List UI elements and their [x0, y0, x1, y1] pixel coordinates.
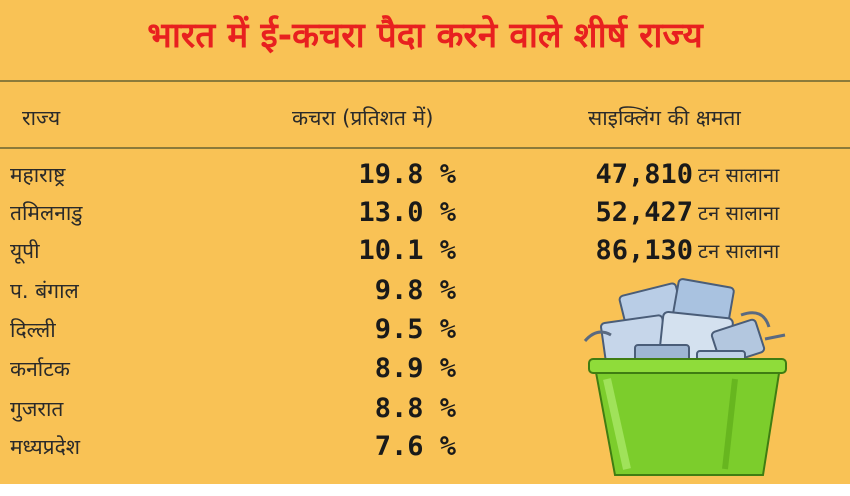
table-row: महाराष्ट्र 19.8 % 47,810 टन सालाना — [0, 156, 850, 194]
table-row: दिल्ली 9.5 % — [0, 311, 850, 349]
state-name: प. बंगाल — [10, 279, 79, 303]
waste-percent: 13.0 % — [358, 197, 456, 228]
capacity-unit: टन सालाना — [698, 201, 780, 225]
capacity-unit: टन सालाना — [698, 163, 780, 187]
waste-percent: 9.8 % — [374, 275, 456, 306]
waste-percent: 10.1 % — [358, 235, 456, 266]
table-row: कर्नाटक 8.9 % — [0, 350, 850, 388]
waste-percent: 7.6 % — [374, 431, 456, 462]
table-row: प. बंगाल 9.8 % — [0, 272, 850, 310]
state-name: गुजरात — [10, 397, 64, 421]
table-row: तमिलनाडु 13.0 % 52,427 टन सालाना — [0, 194, 850, 232]
recycle-bin-icon — [583, 278, 787, 476]
state-name: दिल्ली — [10, 318, 56, 342]
waste-percent: 8.9 % — [374, 353, 456, 384]
table-row: गुजरात 8.8 % — [0, 390, 850, 428]
infographic-card: भारत में ई-कचरा पैदा करने वाले शीर्ष राज… — [0, 0, 850, 484]
capacity-unit: टन सालाना — [698, 239, 780, 263]
recycling-capacity: 47,810 — [595, 159, 693, 190]
state-name: तमिलनाडु — [10, 201, 83, 225]
waste-percent: 9.5 % — [374, 314, 456, 345]
title-divider — [0, 80, 850, 82]
column-header-recycling: साइक्लिंग की क्षमता — [588, 106, 741, 130]
state-name: कर्नाटक — [10, 357, 70, 381]
state-name: मध्यप्रदेश — [10, 435, 81, 459]
column-header-waste: कचरा (प्रतिशत में) — [292, 106, 434, 130]
page-title: भारत में ई-कचरा पैदा करने वाले शीर्ष राज… — [147, 16, 703, 56]
waste-percent: 19.8 % — [358, 159, 456, 190]
table-row: यूपी 10.1 % 86,130 टन सालाना — [0, 232, 850, 270]
column-header-state: राज्य — [22, 106, 61, 130]
table-row: मध्यप्रदेश 7.6 % — [0, 428, 850, 466]
state-name: महाराष्ट्र — [10, 163, 66, 187]
state-name: यूपी — [10, 239, 40, 263]
waste-percent: 8.8 % — [374, 393, 456, 424]
recycling-capacity: 86,130 — [595, 235, 693, 266]
header-divider — [0, 147, 850, 149]
recycling-capacity: 52,427 — [595, 197, 693, 228]
